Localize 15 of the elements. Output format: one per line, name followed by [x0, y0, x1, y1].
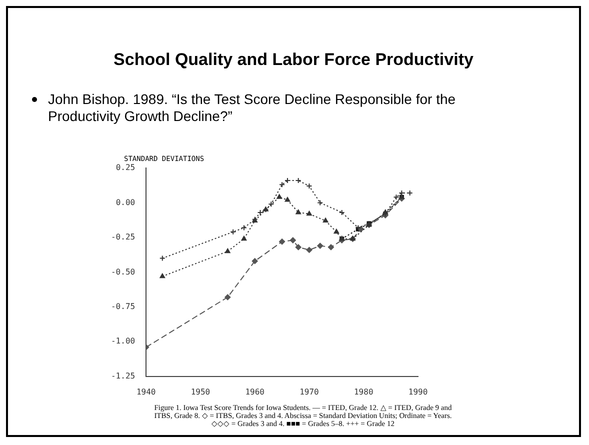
y-tick-label: -1.25 — [110, 371, 136, 380]
x-tick-label: 1960 — [245, 387, 265, 396]
chart-subtitle: John Bishop. 1989. “Is the Test Score Decline Responsible for the Productivity Growth Decline?” — [48, 91, 457, 125]
x-tick-label: 1950 — [190, 387, 210, 396]
x-tick-label: 1940 — [136, 387, 156, 396]
x-tick-label: 1990 — [408, 387, 428, 396]
x-tick-label: 1980 — [354, 387, 374, 396]
y-tick-label: 0.25 — [116, 163, 136, 172]
y-tick-label: -0.25 — [110, 232, 136, 242]
chart-title: School Quality and Labor Force Productivity — [112, 50, 474, 70]
y-tick-label: 0.00 — [116, 198, 136, 207]
y-tick-label: -1.00 — [110, 336, 136, 346]
x-tick-label: 1970 — [300, 387, 320, 396]
y-tick-label: -0.50 — [110, 267, 136, 276]
y-tick-label: -0.75 — [110, 302, 136, 312]
